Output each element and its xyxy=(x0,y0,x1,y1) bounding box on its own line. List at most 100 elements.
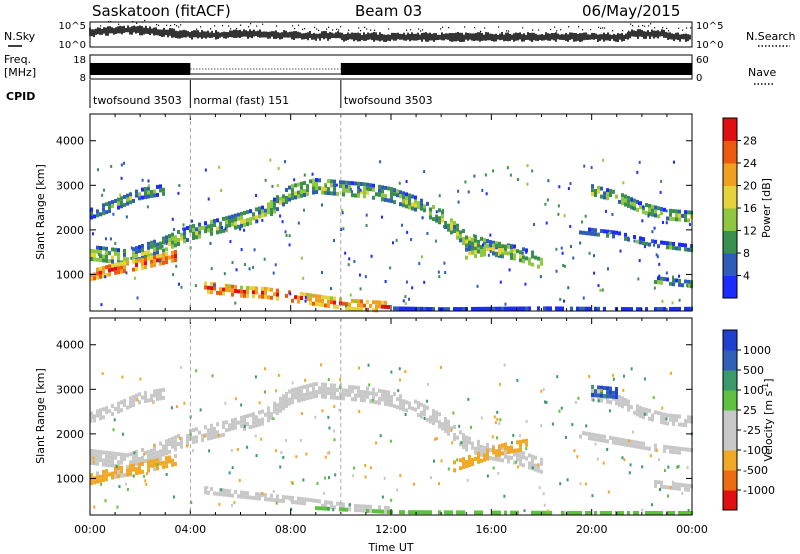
heatmap-cell xyxy=(663,444,666,449)
heatmap-cell xyxy=(108,259,111,264)
heatmap-cell xyxy=(210,427,213,432)
heatmap-cell xyxy=(606,386,609,391)
heatmap-cell xyxy=(444,307,447,312)
heatmap-cell xyxy=(675,278,678,283)
heatmap-cell xyxy=(303,208,306,212)
heatmap-cell xyxy=(162,260,165,265)
heatmap-cell xyxy=(228,489,231,494)
heatmap-cell xyxy=(429,476,432,480)
nsearch-sample xyxy=(298,24,300,26)
heatmap-cell xyxy=(567,286,570,290)
heatmap-cell xyxy=(654,443,657,448)
heatmap-cell xyxy=(501,446,504,451)
heatmap-cell xyxy=(675,209,678,214)
heatmap-cell xyxy=(195,427,198,432)
heatmap-cell xyxy=(327,191,330,196)
heatmap-cell xyxy=(474,254,477,259)
heatmap-cell xyxy=(476,284,479,288)
nsearch-sample xyxy=(578,26,580,28)
heatmap-cell xyxy=(442,224,445,228)
heatmap-cell xyxy=(338,408,341,412)
heatmap-cell xyxy=(216,290,219,295)
cpid-segment-label: twofsound 3503 xyxy=(344,94,433,107)
heatmap-cell xyxy=(117,401,120,406)
colorbar-tick-label: -25 xyxy=(743,424,761,437)
heatmap-cell xyxy=(198,222,201,227)
heatmap-cell xyxy=(99,454,102,459)
heatmap-cell xyxy=(600,228,603,233)
heatmap-cell xyxy=(267,418,270,423)
heatmap-cell xyxy=(501,248,504,253)
heatmap-cell xyxy=(332,429,335,433)
heatmap-cell xyxy=(96,245,99,250)
nsearch-sample xyxy=(256,25,258,27)
heatmap-cell xyxy=(396,189,399,194)
heatmap-cell xyxy=(141,243,144,248)
heatmap-cell xyxy=(207,228,210,233)
heatmap-cell xyxy=(195,227,198,232)
heatmap-cell xyxy=(438,208,441,213)
heatmap-cell xyxy=(655,448,658,452)
heatmap-cell xyxy=(560,246,563,250)
heatmap-cell xyxy=(132,398,135,403)
heatmap-cell xyxy=(636,510,639,515)
heatmap-cell xyxy=(321,506,324,511)
heatmap-cell xyxy=(390,403,393,408)
nsearch-sample xyxy=(314,26,316,28)
heatmap-cell xyxy=(483,449,486,454)
heatmap-cell xyxy=(537,464,540,469)
heatmap-cell xyxy=(676,465,679,469)
heatmap-cell xyxy=(510,510,513,515)
heatmap-cell xyxy=(102,246,105,251)
heatmap-cell xyxy=(651,204,654,209)
heatmap-cell xyxy=(225,220,228,225)
heatmap-cell xyxy=(96,257,99,262)
heatmap-cell xyxy=(591,397,594,402)
heatmap-cell xyxy=(660,480,663,485)
heatmap-cell xyxy=(204,486,207,491)
heatmap-cell xyxy=(174,447,177,452)
heatmap-cell xyxy=(405,192,408,197)
heatmap-cell xyxy=(639,201,642,206)
x-tick-label: 16:00 xyxy=(475,523,507,536)
heatmap-cell xyxy=(504,510,507,515)
heatmap-cell xyxy=(369,399,372,404)
heatmap-cell xyxy=(636,239,639,244)
heatmap-cell xyxy=(354,299,357,304)
heatmap-cell xyxy=(288,243,291,247)
heatmap-cell xyxy=(648,211,651,216)
heatmap-cell xyxy=(600,438,603,443)
heatmap-cell xyxy=(358,273,361,277)
heatmap-cell xyxy=(608,409,611,413)
heatmap-cell xyxy=(492,247,495,252)
heatmap-cell xyxy=(180,285,183,289)
heatmap-cell xyxy=(525,248,528,253)
heatmap-cell xyxy=(175,264,178,268)
heatmap-cell xyxy=(405,306,408,311)
heatmap-cell xyxy=(203,434,206,438)
heatmap-cell xyxy=(681,510,684,515)
heatmap-cell xyxy=(332,508,335,512)
heatmap-cell xyxy=(594,192,597,197)
heatmap-cell xyxy=(330,300,333,305)
heatmap-cell xyxy=(594,232,597,237)
nsearch-sample xyxy=(678,27,680,29)
heatmap-cell xyxy=(543,503,546,507)
heatmap-cell xyxy=(495,251,498,256)
nsearch-sample xyxy=(668,30,670,32)
heatmap-cell xyxy=(411,286,414,290)
heatmap-cell xyxy=(90,477,93,482)
heatmap-cell xyxy=(321,382,324,387)
heatmap-cell xyxy=(138,466,141,471)
nsearch-sample xyxy=(176,25,178,27)
heatmap-cell xyxy=(156,250,159,255)
heatmap-cell xyxy=(129,452,132,457)
heatmap-cell xyxy=(405,180,408,184)
heatmap-cell xyxy=(334,473,337,477)
date-title: 06/May/2015 xyxy=(582,2,680,20)
heatmap-cell xyxy=(171,250,174,255)
heatmap-cell xyxy=(591,184,594,189)
heatmap-cell xyxy=(222,424,225,429)
heatmap-cell xyxy=(603,434,606,439)
